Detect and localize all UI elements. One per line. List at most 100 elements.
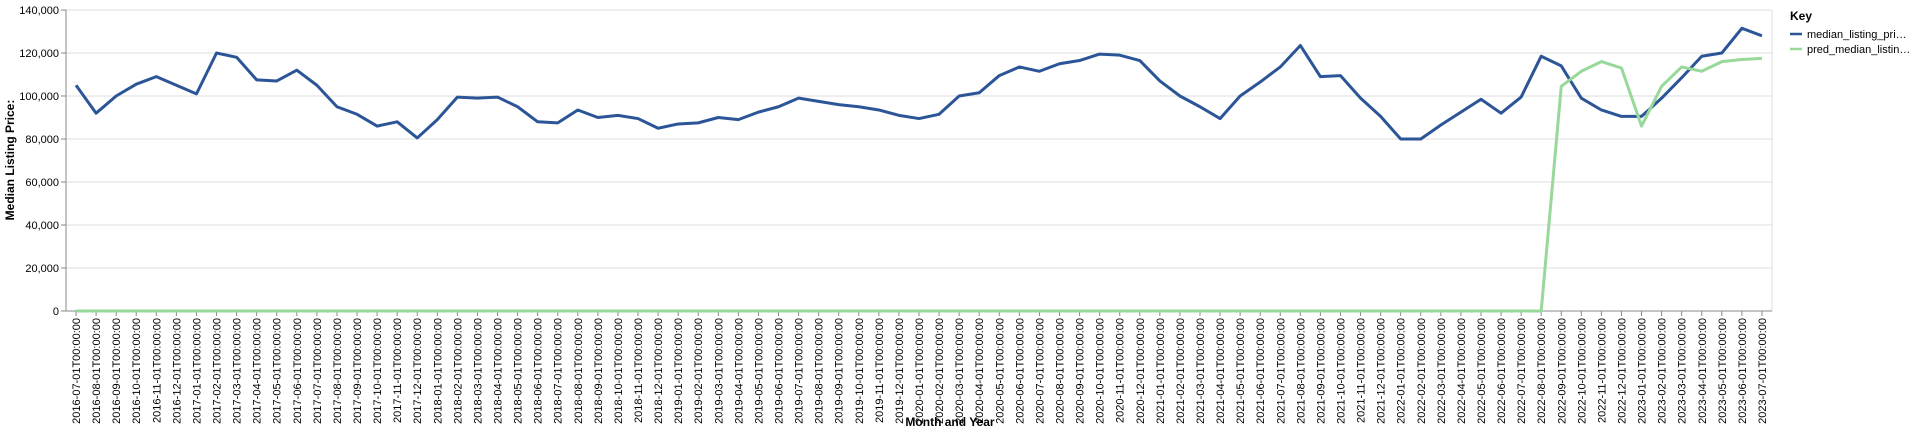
x-tick-label: 2021-03-01T00:00:00 [1195,318,1207,424]
x-tick-label: 2019-04-01T00:00:00 [733,318,745,424]
x-axis-title: Month and Year [905,415,994,429]
x-tick-label: 2021-02-01T00:00:00 [1175,318,1187,424]
x-tick-label: 2020-04-01T00:00:00 [974,318,986,424]
x-tick-label: 2019-08-01T00:00:00 [814,318,826,424]
x-tick-label: 2021-11-01T00:00:00 [1356,318,1368,423]
x-tick-label: 2016-09-01T00:00:00 [111,318,123,424]
x-tick-label: 2017-12-01T00:00:00 [412,318,424,424]
x-tick-label: 2020-03-01T00:00:00 [954,318,966,424]
x-tick-label: 2018-12-01T00:00:00 [653,318,665,424]
series-line [74,26,1763,141]
x-tick-label: 2021-04-01T00:00:00 [1215,318,1227,424]
x-tick-label: 2021-05-01T00:00:00 [1235,318,1247,424]
x-tick-label: 2019-05-01T00:00:00 [753,318,765,424]
x-tick-label: 2022-12-01T00:00:00 [1616,318,1628,424]
x-tick-label: 2021-01-01T00:00:00 [1155,318,1167,424]
x-tick-label: 2022-03-01T00:00:00 [1436,318,1448,424]
x-tick-label: 2016-11-01T00:00:00 [151,318,163,423]
x-tick-label: 2019-01-01T00:00:00 [673,318,685,424]
y-tick-label: 120,000 [19,48,59,60]
x-tick-label: 2016-12-01T00:00:00 [171,318,183,424]
x-tick-label: 2016-07-01T00:00:00 [71,318,83,424]
x-tick-label: 2022-06-01T00:00:00 [1496,318,1508,424]
x-tick-label: 2017-07-01T00:00:00 [312,318,324,424]
x-tick-label: 2023-03-01T00:00:00 [1677,318,1689,424]
x-tick-label: 2020-02-01T00:00:00 [934,318,946,424]
x-tick-label: 2020-05-01T00:00:00 [994,318,1006,424]
y-tick-label: 80,000 [25,134,59,146]
y-tick-label: 0 [53,306,59,318]
x-tick-label: 2018-07-01T00:00:00 [553,318,565,424]
x-tick-label: 2020-08-01T00:00:00 [1054,318,1066,424]
x-tick-label: 2018-11-01T00:00:00 [633,318,645,423]
y-tick-label: 140,000 [19,5,59,17]
x-tick-label: 2022-09-01T00:00:00 [1556,318,1568,424]
x-tick-label: 2017-03-01T00:00:00 [232,318,244,424]
x-tick-label: 2021-06-01T00:00:00 [1255,318,1267,424]
x-tick-label: 2018-08-01T00:00:00 [573,318,585,424]
x-tick-label: 2016-08-01T00:00:00 [91,318,103,424]
series-line [76,56,1763,313]
x-tick-label: 2017-10-01T00:00:00 [372,318,384,424]
x-tick-label: 2022-07-01T00:00:00 [1516,318,1528,424]
x-tick-label: 2021-07-01T00:00:00 [1275,318,1287,424]
x-tick-label: 2020-06-01T00:00:00 [1014,318,1026,424]
x-tick-label: 2019-06-01T00:00:00 [774,318,786,424]
x-tick-label: 2017-04-01T00:00:00 [252,318,264,424]
x-tick-label: 2019-10-01T00:00:00 [854,318,866,424]
x-tick-label: 2021-08-01T00:00:00 [1295,318,1307,424]
x-tick-label: 2022-02-01T00:00:00 [1416,318,1428,424]
x-tick-label: 2018-03-01T00:00:00 [472,318,484,424]
x-tick-label: 2016-10-01T00:00:00 [131,318,143,424]
x-tick-label: 2020-09-01T00:00:00 [1075,318,1087,424]
x-tick-label: 2019-03-01T00:00:00 [713,318,725,424]
x-tick-label: 2019-12-01T00:00:00 [894,318,906,424]
x-tick-label: 2020-10-01T00:00:00 [1095,318,1107,424]
y-axis-title: Median Listing Price: [3,100,17,221]
y-tick-label: 60,000 [25,177,59,189]
x-tick-label: 2022-04-01T00:00:00 [1456,318,1468,424]
x-tick-label: 2017-11-01T00:00:00 [392,318,404,423]
x-tick-label: 2023-05-01T00:00:00 [1717,318,1729,424]
x-tick-label: 2020-07-01T00:00:00 [1034,318,1046,424]
x-tick-label: 2017-08-01T00:00:00 [332,318,344,424]
legend-label: median_listing_pri… [1807,29,1907,41]
x-tick-label: 2022-05-01T00:00:00 [1476,318,1488,424]
x-tick-label: 2022-08-01T00:00:00 [1536,318,1548,424]
x-tick-label: 2018-09-01T00:00:00 [593,318,605,424]
x-tick-label: 2022-10-01T00:00:00 [1576,318,1588,424]
x-tick-label: 2023-06-01T00:00:00 [1737,318,1749,424]
legend-label: pred_median_listin… [1807,44,1910,56]
y-tick-label: 20,000 [25,263,59,275]
x-tick-label: 2018-04-01T00:00:00 [493,318,505,424]
x-tick-label: 2018-05-01T00:00:00 [513,318,525,424]
x-tick-label: 2019-09-01T00:00:00 [834,318,846,424]
x-tick-label: 2023-04-01T00:00:00 [1697,318,1709,424]
x-tick-label: 2022-11-01T00:00:00 [1596,318,1608,423]
x-tick-label: 2022-01-01T00:00:00 [1396,318,1408,424]
y-tick-label: 100,000 [19,91,59,103]
y-tick-label: 40,000 [25,220,59,232]
x-tick-label: 2018-10-01T00:00:00 [613,318,625,424]
x-tick-label: 2019-11-01T00:00:00 [874,318,886,423]
x-tick-label: 2017-02-01T00:00:00 [212,318,224,424]
x-tick-label: 2020-11-01T00:00:00 [1115,318,1127,423]
x-tick-label: 2017-01-01T00:00:00 [191,318,203,424]
x-tick-label: 2017-09-01T00:00:00 [352,318,364,424]
x-tick-label: 2018-01-01T00:00:00 [432,318,444,424]
x-tick-label: 2023-01-01T00:00:00 [1637,318,1649,424]
x-tick-label: 2017-05-01T00:00:00 [272,318,284,424]
x-tick-label: 2020-01-01T00:00:00 [914,318,926,424]
x-tick-label: 2020-12-01T00:00:00 [1135,318,1147,424]
x-tick-label: 2021-09-01T00:00:00 [1315,318,1327,424]
x-tick-label: 2021-12-01T00:00:00 [1376,318,1388,424]
x-tick-label: 2019-02-01T00:00:00 [693,318,705,424]
x-tick-label: 2023-02-01T00:00:00 [1657,318,1669,424]
x-tick-label: 2019-07-01T00:00:00 [794,318,806,424]
legend-title: Key [1790,9,1812,23]
x-tick-label: 2018-06-01T00:00:00 [533,318,545,424]
x-tick-label: 2018-02-01T00:00:00 [452,318,464,424]
x-tick-label: 2023-07-01T00:00:00 [1757,318,1769,424]
